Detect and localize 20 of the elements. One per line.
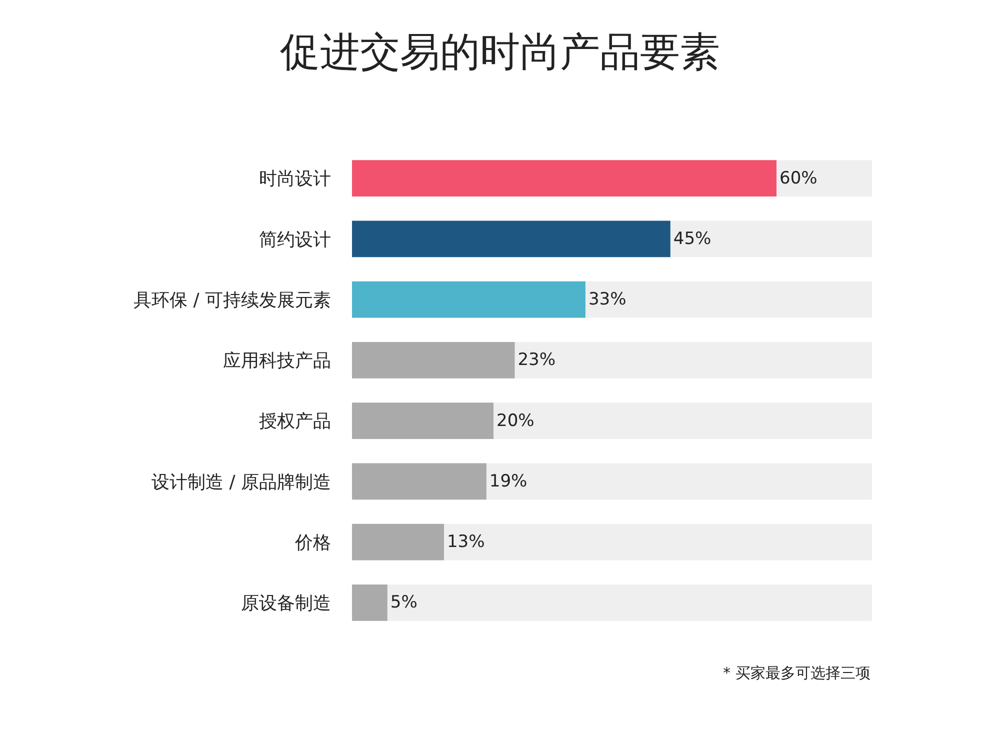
data-label: 19% <box>489 471 528 492</box>
y-tick-label: 设计制造 / 原品牌制造 <box>151 472 331 493</box>
data-label: 23% <box>518 350 556 370</box>
data-label: 33% <box>588 290 626 310</box>
y-tick-label: 授权产品 <box>259 411 331 432</box>
bar <box>352 584 388 621</box>
y-tick-label: 价格 <box>294 532 331 554</box>
data-label: 5% <box>390 592 418 613</box>
bar <box>352 524 444 560</box>
data-label: 45% <box>673 228 712 249</box>
text: * 买家最多可选择三项 <box>723 664 870 682</box>
y-tick-label: 时尚设计 <box>259 168 331 190</box>
data-label: 20% <box>496 410 534 431</box>
y-tick-label: 原设备制造 <box>241 592 331 614</box>
chart-title: 促进交易的时尚产品要素 <box>280 29 720 76</box>
y-tick-label: 具环保 / 可持续发展元素 <box>133 290 331 311</box>
data-label: 13% <box>446 532 485 552</box>
y-tick-label: 简约设计 <box>259 229 331 250</box>
y-tick-label: 应用科技产品 <box>223 350 331 372</box>
data-label: 60% <box>779 168 818 188</box>
